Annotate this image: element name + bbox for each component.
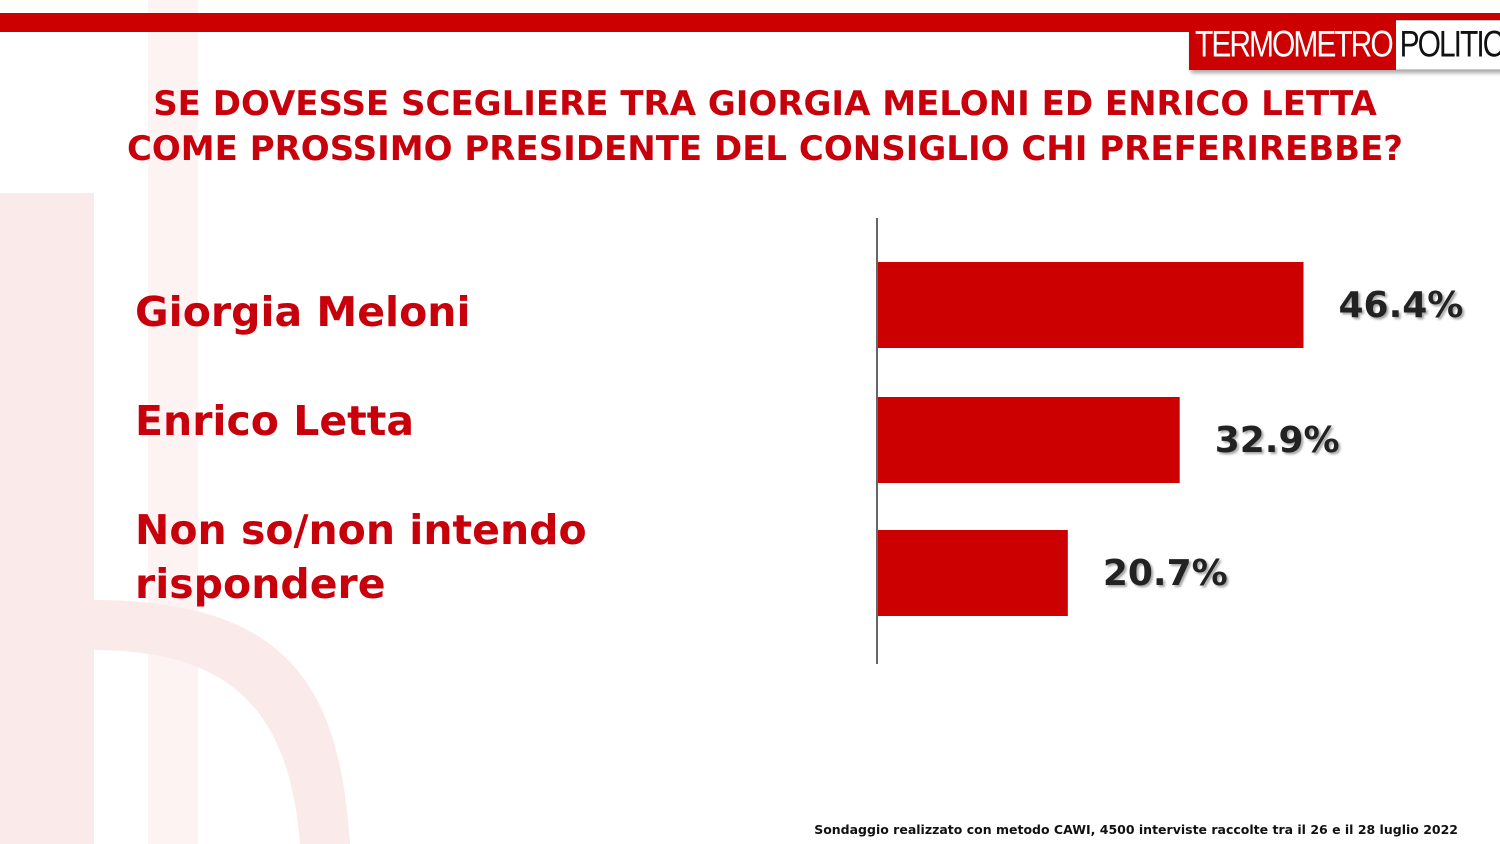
bar-2 xyxy=(878,397,1180,483)
logo-text-termometro: TERMOMETRO xyxy=(1195,23,1394,65)
category-label-non-so: Non so/non intendo rispondere xyxy=(135,506,587,608)
header-accent-bar xyxy=(0,13,1500,32)
bar-1 xyxy=(878,262,1304,348)
logo-white-part: POLITICO xyxy=(1395,20,1500,70)
category-label-meloni: Giorgia Meloni xyxy=(135,288,471,336)
termometro-politico-logo: TERMOMETRO POLITICO xyxy=(1189,20,1500,70)
category-label-letta: Enrico Letta xyxy=(135,397,415,445)
data-label-2: 32.9% xyxy=(1215,420,1340,461)
data-label-1: 46.4% xyxy=(1338,285,1463,326)
logo-red-part: TERMOMETRO xyxy=(1189,20,1396,70)
bar-3 xyxy=(878,530,1068,616)
chart-title: SE DOVESSE SCEGLIERE TRA GIORGIA MELONI … xyxy=(126,84,1404,169)
logo-text-politico: POLITICO xyxy=(1399,23,1500,65)
data-label-3: 20.7% xyxy=(1103,553,1228,594)
survey-footnote: Sondaggio realizzato con metodo CAWI, 45… xyxy=(814,822,1458,837)
